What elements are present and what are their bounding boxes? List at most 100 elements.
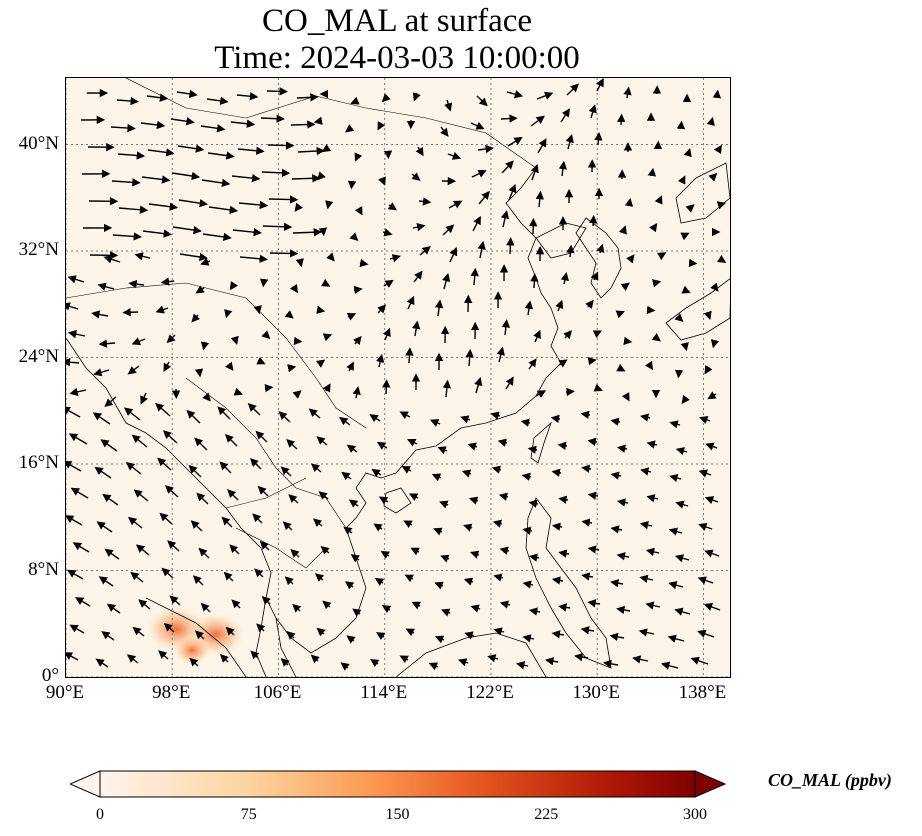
wind-arrow	[587, 437, 598, 446]
wind-arrow	[266, 87, 288, 96]
wind-arrow	[566, 83, 580, 96]
map-subtitle-time: Time: 2024-03-03 10:00:00	[214, 40, 580, 76]
wind-arrow	[72, 542, 90, 553]
wind-arrow	[282, 521, 293, 531]
wind-arrow	[128, 279, 145, 289]
wind-arrow	[382, 327, 391, 341]
wind-arrow	[587, 491, 599, 500]
wind-arrow	[172, 225, 202, 235]
wind-arrow	[590, 271, 599, 281]
wind-arrow	[192, 575, 204, 586]
wind-arrow	[66, 652, 79, 661]
wind-arrow	[640, 413, 651, 422]
wind-arrow	[359, 258, 369, 268]
x-tick-label: 90°E	[45, 682, 85, 703]
wind-arrow	[566, 244, 575, 258]
colorbar-tick-label: 75	[240, 806, 257, 823]
wind-arrow	[66, 460, 82, 472]
wind-arrow	[219, 461, 232, 474]
wind-arrow	[528, 499, 539, 508]
wind-arrow	[439, 500, 449, 509]
wind-arrow	[227, 489, 239, 501]
wind-arrow	[254, 568, 264, 578]
wind-arrow	[415, 146, 424, 157]
wind-arrow	[640, 467, 652, 476]
wind-arrow	[286, 439, 298, 450]
wind-arrow	[280, 658, 290, 667]
wind-arrow	[288, 494, 299, 504]
wind-arrow	[326, 252, 335, 262]
wind-arrow	[238, 200, 269, 210]
wind-arrow	[411, 172, 421, 181]
wind-arrow	[320, 546, 330, 555]
wind-arrow	[469, 550, 480, 559]
map-title: CO_MAL at surface	[261, 3, 533, 39]
wind-arrow	[674, 369, 684, 379]
wind-arrow	[196, 492, 209, 505]
wind-arrow	[377, 121, 386, 131]
wind-arrow	[229, 544, 240, 555]
wind-arrow	[321, 143, 332, 153]
wind-arrow	[314, 573, 325, 582]
wind-arrow	[535, 190, 544, 208]
wind-arrow	[558, 603, 571, 612]
map-canvas	[66, 78, 730, 677]
wind-arrow	[179, 252, 208, 262]
wind-arrow	[412, 223, 426, 232]
wind-arrow	[524, 300, 534, 316]
wind-arrow	[291, 174, 321, 183]
wind-arrow	[292, 603, 302, 613]
wind-arrow	[158, 650, 169, 660]
wind-arrow	[428, 662, 439, 671]
wind-arrow	[506, 237, 515, 255]
wind-arrow	[157, 457, 172, 471]
wind-arrow	[470, 267, 479, 286]
wind-arrow	[558, 160, 568, 177]
wind-arrow	[292, 390, 302, 399]
wind-arrow	[177, 144, 205, 153]
wind-arrow	[247, 403, 261, 416]
wind-arrow	[505, 376, 514, 390]
wind-arrow	[66, 358, 80, 367]
wind-arrow	[690, 656, 709, 665]
wind-arrow	[429, 419, 441, 427]
wind-arrow	[220, 654, 229, 663]
wind-arrow	[500, 210, 510, 228]
wind-arrow	[256, 623, 266, 633]
wind-arrow	[463, 523, 473, 532]
wind-arrow	[444, 99, 453, 112]
wind-arrow	[290, 549, 300, 558]
wind-arrow	[176, 89, 198, 99]
wind-arrow	[294, 202, 303, 212]
wind-arrow	[408, 493, 419, 501]
wind-arrow	[399, 411, 411, 420]
wind-arrow	[232, 227, 262, 237]
wind-arrow	[155, 402, 171, 417]
wind-arrow	[499, 546, 510, 555]
wind-arrow	[674, 607, 691, 616]
wind-arrow	[382, 379, 391, 395]
wind-arrow	[339, 416, 351, 426]
wind-arrow	[373, 523, 383, 532]
wind-arrow	[588, 104, 597, 119]
wind-arrow	[287, 364, 297, 373]
colorbar-max-extend	[694, 770, 726, 798]
wind-arrow	[230, 335, 239, 346]
wind-arrow	[325, 200, 334, 210]
wind-arrow	[521, 472, 532, 481]
wind-arrow	[557, 441, 568, 450]
wind-arrow	[615, 310, 625, 319]
wind-arrow	[317, 171, 326, 181]
x-tick-label: 106°E	[253, 682, 302, 703]
wind-arrow	[236, 92, 259, 101]
wind-arrow	[130, 571, 144, 583]
wind-arrow	[224, 309, 233, 319]
wind-arrow	[596, 243, 605, 254]
wind-arrow	[370, 658, 380, 667]
wind-arrow	[100, 439, 118, 452]
wind-arrow	[74, 597, 91, 607]
wind-arrow	[645, 601, 661, 610]
wind-arrow	[639, 574, 654, 583]
wind-arrow	[697, 576, 714, 585]
wind-arrow	[315, 359, 326, 368]
